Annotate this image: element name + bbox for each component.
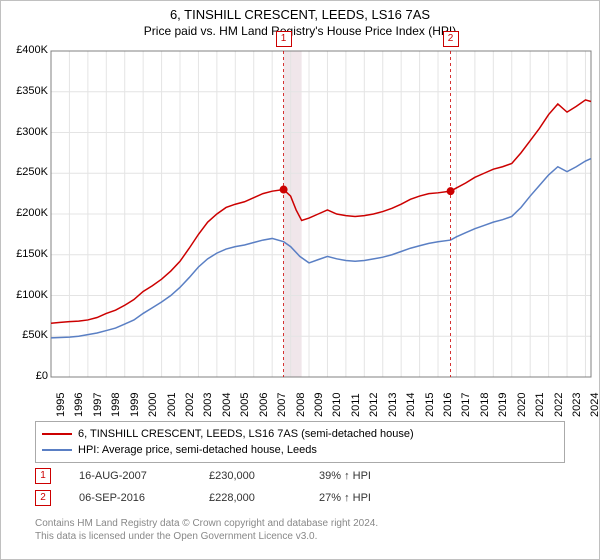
x-axis-label: 2016: [442, 393, 454, 417]
x-axis-label: 1997: [92, 393, 104, 417]
x-axis-label: 2003: [202, 393, 214, 417]
y-axis-label: £150K: [4, 248, 48, 260]
legend-label: 6, TINSHILL CRESCENT, LEEDS, LS16 7AS (s…: [78, 428, 414, 440]
x-axis-label: 2009: [313, 393, 325, 417]
legend: 6, TINSHILL CRESCENT, LEEDS, LS16 7AS (s…: [35, 421, 565, 463]
x-axis-label: 2023: [571, 393, 583, 417]
sale-date: 16-AUG-2007: [79, 470, 209, 482]
x-axis-label: 2006: [258, 393, 270, 417]
x-axis-label: 1998: [110, 393, 122, 417]
footer-text: Contains HM Land Registry data © Crown c…: [35, 517, 378, 543]
y-axis-label: £200K: [4, 207, 48, 219]
sale-hpi: 27% ↑ HPI: [319, 492, 419, 504]
x-axis-label: 2015: [424, 393, 436, 417]
sale-marker-icon: 1: [35, 468, 51, 484]
x-axis-label: 2018: [479, 393, 491, 417]
sale-row: 2 06-SEP-2016 £228,000 27% ↑ HPI: [35, 487, 419, 509]
sales-table: 1 16-AUG-2007 £230,000 39% ↑ HPI 2 06-SE…: [35, 465, 419, 509]
x-axis-label: 2021: [534, 393, 546, 417]
sale-marker-icon: 2: [35, 490, 51, 506]
x-axis-label: 1996: [73, 393, 85, 417]
x-axis-label: 2012: [368, 393, 380, 417]
x-axis-label: 2014: [405, 393, 417, 417]
y-axis-label: £350K: [4, 85, 48, 97]
footer-line2: This data is licensed under the Open Gov…: [35, 530, 378, 543]
footer-line1: Contains HM Land Registry data © Crown c…: [35, 517, 378, 530]
x-axis-label: 2001: [166, 393, 178, 417]
sale-price: £228,000: [209, 492, 319, 504]
sale-date: 06-SEP-2016: [79, 492, 209, 504]
x-axis-label: 2004: [221, 393, 233, 417]
x-axis-label: 2010: [331, 393, 343, 417]
chart-subtitle: Price paid vs. HM Land Registry's House …: [1, 24, 599, 38]
x-axis-label: 2022: [553, 393, 565, 417]
sale-marker-flag: 2: [443, 31, 459, 47]
legend-swatch: [42, 433, 72, 435]
legend-label: HPI: Average price, semi-detached house,…: [78, 444, 317, 456]
y-axis-label: £300K: [4, 126, 48, 138]
x-axis-label: 2011: [350, 393, 362, 417]
x-axis-label: 2017: [460, 393, 472, 417]
y-axis-label: £50K: [4, 329, 48, 341]
x-axis-label: 2024: [589, 393, 600, 417]
chart-plot-area: £0 £50K £100K £150K £200K £250K £300K £350K £400…: [1, 47, 600, 417]
x-axis-label: 2000: [147, 393, 159, 417]
x-axis-label: 2005: [239, 393, 251, 417]
x-axis-label: 2013: [387, 393, 399, 417]
legend-item: HPI: Average price, semi-detached house,…: [42, 442, 558, 458]
x-axis-label: 2020: [516, 393, 528, 417]
x-axis-label: 1999: [129, 393, 141, 417]
sale-price: £230,000: [209, 470, 319, 482]
y-axis-label: £100K: [4, 289, 48, 301]
sale-marker-flag: 1: [276, 31, 292, 47]
x-axis-label: 2019: [497, 393, 509, 417]
y-axis-label: £0: [4, 370, 48, 382]
x-axis-label: 2002: [184, 393, 196, 417]
legend-swatch: [42, 449, 72, 451]
chart-title: 6, TINSHILL CRESCENT, LEEDS, LS16 7AS: [1, 7, 599, 22]
legend-item: 6, TINSHILL CRESCENT, LEEDS, LS16 7AS (s…: [42, 426, 558, 442]
y-axis-label: £250K: [4, 166, 48, 178]
x-axis-label: 1995: [55, 393, 67, 417]
chart-container: 6, TINSHILL CRESCENT, LEEDS, LS16 7AS Pr…: [0, 0, 600, 560]
sale-hpi: 39% ↑ HPI: [319, 470, 419, 482]
x-axis-label: 2007: [276, 393, 288, 417]
chart-svg: [1, 47, 600, 417]
y-axis-label: £400K: [4, 44, 48, 56]
sale-row: 1 16-AUG-2007 £230,000 39% ↑ HPI: [35, 465, 419, 487]
x-axis-label: 2008: [295, 393, 307, 417]
